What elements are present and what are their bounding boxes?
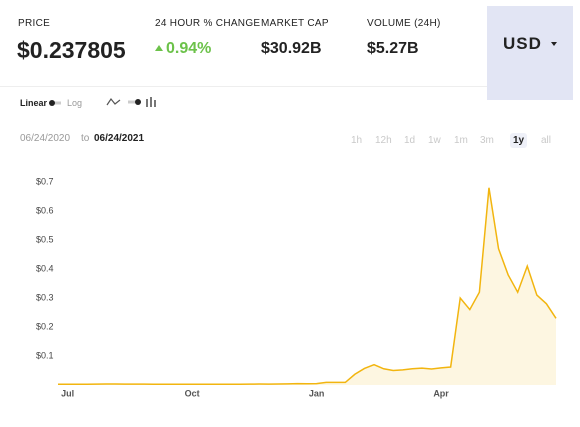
stat-label: MARKET CAP bbox=[261, 18, 329, 29]
x-tick-label: Jul bbox=[61, 388, 74, 398]
y-tick-label: $0.1 bbox=[36, 350, 54, 360]
range-button[interactable]: 1m bbox=[454, 135, 468, 146]
toggle-switch[interactable] bbox=[48, 99, 64, 107]
range-button[interactable]: 1w bbox=[428, 135, 441, 146]
range-button[interactable]: 1d bbox=[404, 135, 416, 146]
price: $0.237805 bbox=[17, 37, 126, 63]
range-button[interactable]: 12h bbox=[375, 135, 392, 146]
separator bbox=[0, 86, 487, 87]
y-tick-label: $0.7 bbox=[36, 176, 54, 186]
linear-toggle[interactable]: Linear bbox=[20, 98, 48, 108]
x-tick-label: Apr bbox=[433, 388, 449, 398]
date-to[interactable]: 06/24/2021 bbox=[94, 133, 145, 144]
volume: $5.27B bbox=[367, 40, 419, 57]
y-tick-label: $0.5 bbox=[36, 234, 54, 244]
range-button[interactable]: 1h bbox=[351, 135, 363, 146]
currency-select[interactable]: USD bbox=[487, 6, 573, 100]
currency: USD bbox=[503, 34, 542, 53]
stat-label: 24 HOUR % CHANGE bbox=[155, 18, 261, 29]
price-line bbox=[57, 187, 557, 386]
x-tick-label: Oct bbox=[185, 388, 200, 398]
area bbox=[58, 187, 556, 385]
y-tick-label: $0.4 bbox=[36, 263, 54, 273]
x-tick-label: Jan bbox=[309, 388, 325, 398]
stat-label: VOLUME (24H) bbox=[367, 18, 441, 29]
up-arrow bbox=[155, 45, 163, 51]
range-button[interactable]: 1y bbox=[510, 133, 528, 148]
market-cap: $30.92B bbox=[261, 40, 322, 57]
date-from[interactable]: 06/24/2020 bbox=[20, 133, 71, 144]
y-tick-label: $0.2 bbox=[36, 321, 54, 331]
date-to-word: to bbox=[81, 133, 90, 144]
range-button[interactable]: all bbox=[541, 135, 552, 146]
chart-type-icons[interactable] bbox=[106, 96, 160, 108]
change: 0.94% bbox=[166, 40, 212, 57]
caret bbox=[551, 42, 557, 46]
y-tick-label: $0.6 bbox=[36, 205, 54, 215]
range-button[interactable]: 3m bbox=[480, 135, 494, 146]
stat-label: PRICE bbox=[18, 18, 51, 29]
y-tick-label: $0.3 bbox=[36, 292, 54, 302]
log-toggle[interactable]: Log bbox=[67, 98, 83, 108]
